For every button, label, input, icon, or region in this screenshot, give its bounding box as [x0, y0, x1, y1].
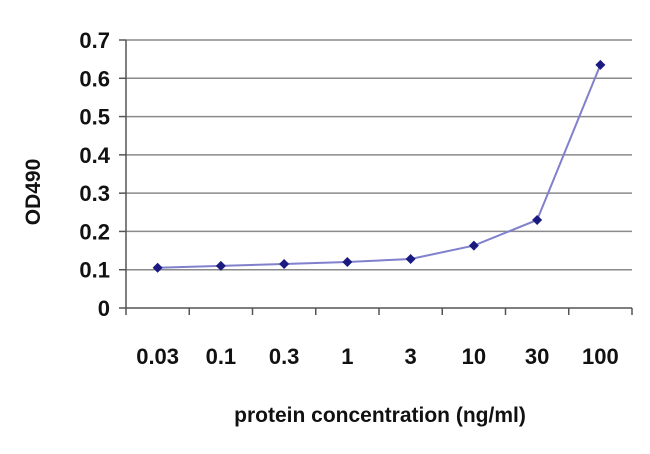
x-axis-label: protein concentration (ng/ml) — [234, 404, 526, 427]
x-tick-label: 30 — [525, 344, 549, 369]
y-tick-label: 0.3 — [79, 181, 110, 206]
y-tick-labels: 0 0.1 0.2 0.3 0.4 0.5 0.6 0.7 — [79, 28, 110, 321]
axes — [119, 39, 633, 315]
y-axis-label: OD490 — [22, 159, 45, 226]
y-tick-label: 0.7 — [79, 28, 110, 53]
y-tick-label: 0.5 — [79, 105, 110, 130]
x-tick-label: 10 — [462, 344, 486, 369]
series — [152, 59, 606, 273]
data-point — [279, 258, 290, 269]
data-point — [532, 214, 543, 225]
data-point — [468, 240, 479, 251]
x-tick-label: 0.1 — [206, 344, 237, 369]
y-tick-label: 0 — [98, 296, 110, 321]
data-point — [342, 257, 353, 268]
x-tick-label: 0.3 — [269, 344, 300, 369]
data-point — [215, 260, 226, 271]
data-point — [405, 253, 416, 264]
x-tick-label: 3 — [405, 344, 417, 369]
y-tick-label: 0.6 — [79, 66, 110, 91]
x-tick-label: 0.03 — [136, 344, 179, 369]
x-tick-labels: 0.03 0.1 0.3 1 3 10 30 100 — [136, 344, 619, 369]
gridlines — [126, 39, 632, 271]
data-point — [595, 59, 606, 70]
x-tick-label: 1 — [341, 344, 353, 369]
series-line — [157, 64, 602, 269]
y-tick-label: 0.1 — [79, 258, 110, 283]
y-tick-label: 0.4 — [79, 143, 110, 168]
y-tick-label: 0.2 — [79, 219, 110, 244]
x-tick-label: 100 — [582, 344, 619, 369]
data-point — [152, 262, 163, 273]
